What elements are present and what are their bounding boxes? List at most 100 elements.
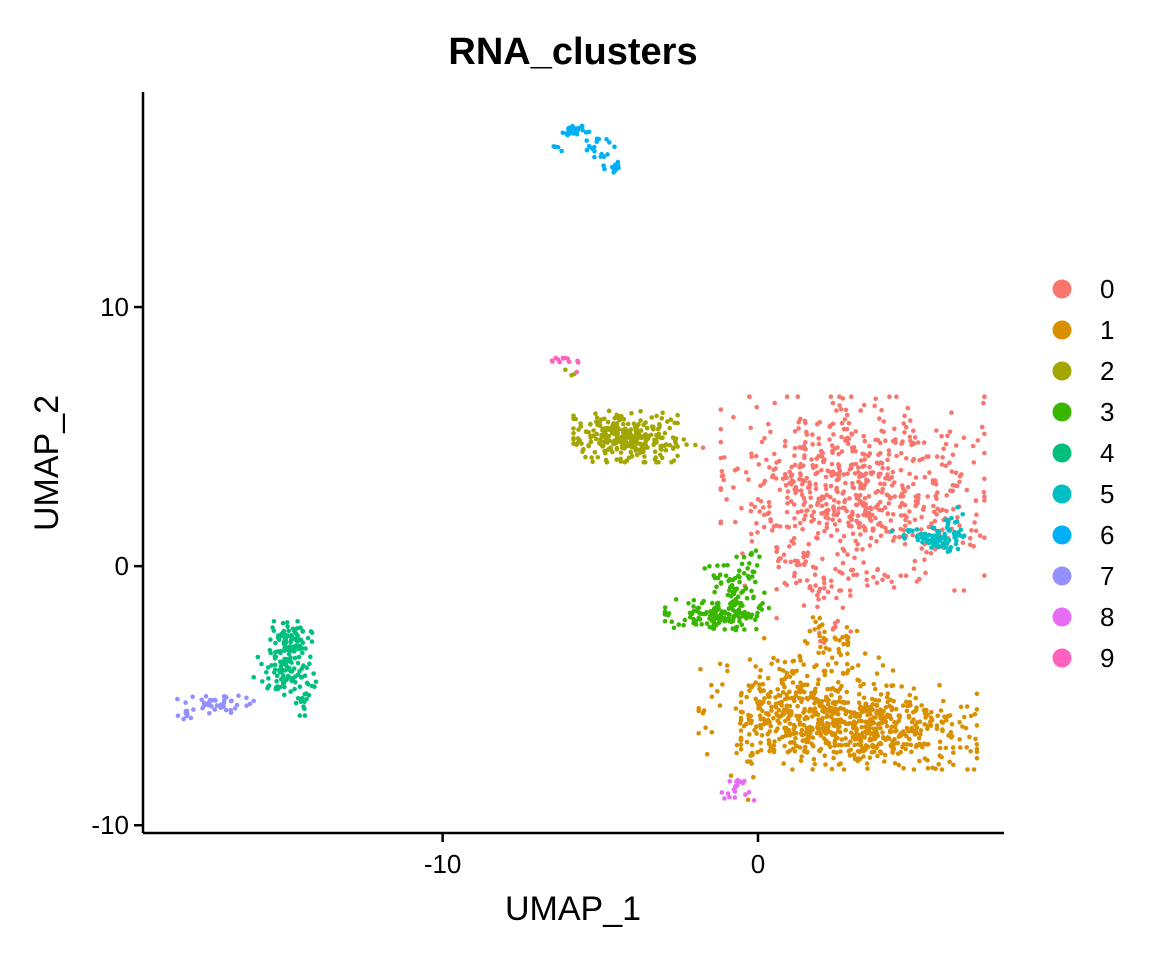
point-cluster-3 — [739, 561, 745, 567]
point-cluster-5 — [947, 548, 953, 553]
point-cluster-7 — [236, 693, 241, 698]
point-cluster-1 — [794, 713, 799, 719]
point-cluster-4 — [297, 684, 303, 689]
point-cluster-1 — [881, 735, 886, 741]
point-cluster-1 — [899, 730, 904, 736]
point-cluster-0 — [853, 461, 859, 467]
point-cluster-4 — [304, 665, 310, 670]
point-cluster-3 — [717, 572, 723, 577]
point-cluster-5 — [943, 545, 948, 550]
point-cluster-0 — [882, 505, 888, 510]
point-cluster-1 — [914, 720, 920, 725]
point-cluster-1 — [843, 742, 848, 748]
point-cluster-0 — [939, 434, 944, 439]
point-cluster-1 — [738, 728, 744, 733]
point-cluster-1 — [777, 693, 783, 698]
point-cluster-2 — [611, 421, 617, 427]
point-cluster-0 — [783, 559, 788, 564]
point-cluster-0 — [773, 476, 779, 481]
point-cluster-6 — [601, 154, 607, 159]
point-cluster-4 — [301, 663, 306, 668]
point-cluster-1 — [867, 755, 873, 760]
point-cluster-1 — [787, 703, 793, 709]
point-cluster-1 — [784, 670, 790, 676]
point-cluster-1 — [831, 755, 836, 761]
point-cluster-3 — [766, 605, 772, 611]
point-cluster-2 — [571, 416, 576, 422]
point-cluster-0 — [845, 552, 850, 557]
point-cluster-7 — [203, 694, 209, 699]
point-cluster-1 — [804, 736, 810, 742]
point-cluster-0 — [823, 483, 828, 488]
point-cluster-4 — [297, 713, 303, 718]
point-cluster-0 — [824, 492, 829, 498]
point-cluster-2 — [580, 449, 585, 454]
point-cluster-1 — [936, 762, 941, 767]
point-cluster-4 — [273, 640, 278, 646]
point-cluster-7 — [201, 700, 207, 706]
point-cluster-0 — [739, 505, 744, 511]
point-cluster-0 — [862, 463, 867, 469]
point-cluster-0 — [870, 528, 876, 533]
cluster-1-points — [696, 615, 980, 803]
point-cluster-0 — [858, 532, 863, 537]
point-cluster-0 — [803, 420, 808, 426]
point-cluster-0 — [907, 520, 912, 525]
point-cluster-1 — [907, 692, 913, 698]
point-cluster-1 — [709, 682, 714, 688]
point-cluster-0 — [774, 587, 779, 592]
point-cluster-1 — [885, 713, 890, 719]
point-cluster-4 — [298, 625, 303, 630]
point-cluster-1 — [747, 688, 752, 693]
point-cluster-1 — [880, 716, 885, 722]
point-cluster-1 — [949, 734, 955, 739]
point-cluster-0 — [973, 498, 979, 504]
point-cluster-1 — [749, 742, 755, 748]
point-cluster-2 — [645, 436, 651, 442]
point-cluster-0 — [749, 531, 754, 537]
point-cluster-1 — [824, 714, 830, 720]
point-cluster-3 — [737, 579, 742, 585]
point-cluster-0 — [902, 541, 908, 547]
legend-label: 7 — [1100, 561, 1114, 591]
point-cluster-1 — [775, 687, 780, 692]
point-cluster-0 — [731, 485, 736, 490]
point-cluster-3 — [662, 618, 668, 624]
point-cluster-4 — [268, 637, 273, 642]
point-cluster-0 — [872, 403, 877, 409]
point-cluster-4 — [295, 660, 301, 666]
point-cluster-6 — [584, 147, 590, 153]
point-cluster-4 — [271, 619, 277, 624]
point-cluster-2 — [665, 419, 670, 424]
point-cluster-0 — [785, 495, 790, 501]
point-cluster-2 — [638, 409, 643, 414]
point-cluster-0 — [853, 538, 858, 544]
point-cluster-0 — [911, 428, 916, 434]
point-cluster-0 — [933, 493, 938, 499]
point-cluster-4 — [300, 640, 306, 645]
point-cluster-0 — [852, 555, 857, 561]
point-cluster-0 — [798, 416, 803, 422]
point-cluster-0 — [869, 471, 874, 477]
point-cluster-1 — [832, 699, 837, 705]
point-cluster-0 — [822, 457, 827, 462]
point-cluster-1 — [717, 703, 723, 708]
legend-label: 6 — [1100, 520, 1114, 550]
point-cluster-2 — [633, 439, 639, 445]
point-cluster-0 — [767, 465, 772, 470]
point-cluster-6 — [553, 144, 558, 150]
point-cluster-4 — [297, 669, 302, 674]
point-cluster-0 — [758, 483, 763, 489]
point-cluster-0 — [827, 437, 832, 442]
point-cluster-1 — [851, 752, 857, 757]
point-cluster-3 — [662, 610, 668, 616]
point-cluster-2 — [659, 435, 664, 441]
point-cluster-0 — [849, 432, 855, 437]
point-cluster-1 — [775, 718, 780, 723]
point-cluster-5 — [948, 544, 954, 550]
point-cluster-1 — [974, 755, 980, 761]
point-cluster-0 — [894, 394, 899, 400]
point-cluster-2 — [620, 443, 625, 449]
point-cluster-0 — [798, 472, 803, 478]
